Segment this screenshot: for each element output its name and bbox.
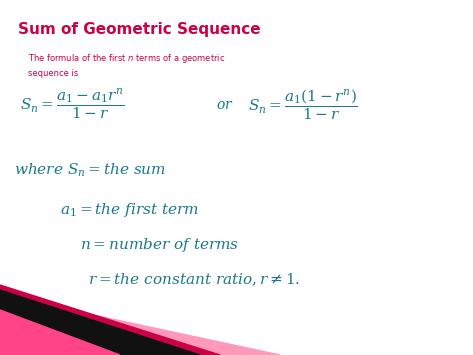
Text: Sum of Geometric Sequence: Sum of Geometric Sequence [18, 22, 261, 37]
Text: $n = number\ of\ terms$: $n = number\ of\ terms$ [80, 236, 239, 254]
Text: $r = the\ constant\ ratio, r \neq 1.$: $r = the\ constant\ ratio, r \neq 1.$ [88, 272, 300, 288]
Text: The formula of the first $n$ terms of a geometric
sequence is: The formula of the first $n$ terms of a … [28, 52, 225, 78]
Polygon shape [0, 290, 200, 355]
Text: $where\ S_n = the\ sum$: $where\ S_n = the\ sum$ [14, 161, 166, 179]
Text: $a_1 = the\ first\ term$: $a_1 = the\ first\ term$ [60, 201, 199, 219]
Text: $S_n = \dfrac{a_1(1 - r^{n})}{1 - r}$: $S_n = \dfrac{a_1(1 - r^{n})}{1 - r}$ [248, 88, 358, 122]
Text: $S_n = \dfrac{a_1 - a_1r^{n}}{1 - r}$: $S_n = \dfrac{a_1 - a_1r^{n}}{1 - r}$ [20, 88, 124, 122]
Text: $or$: $or$ [216, 98, 234, 112]
Polygon shape [0, 295, 280, 355]
Polygon shape [0, 285, 220, 355]
Polygon shape [0, 310, 120, 355]
